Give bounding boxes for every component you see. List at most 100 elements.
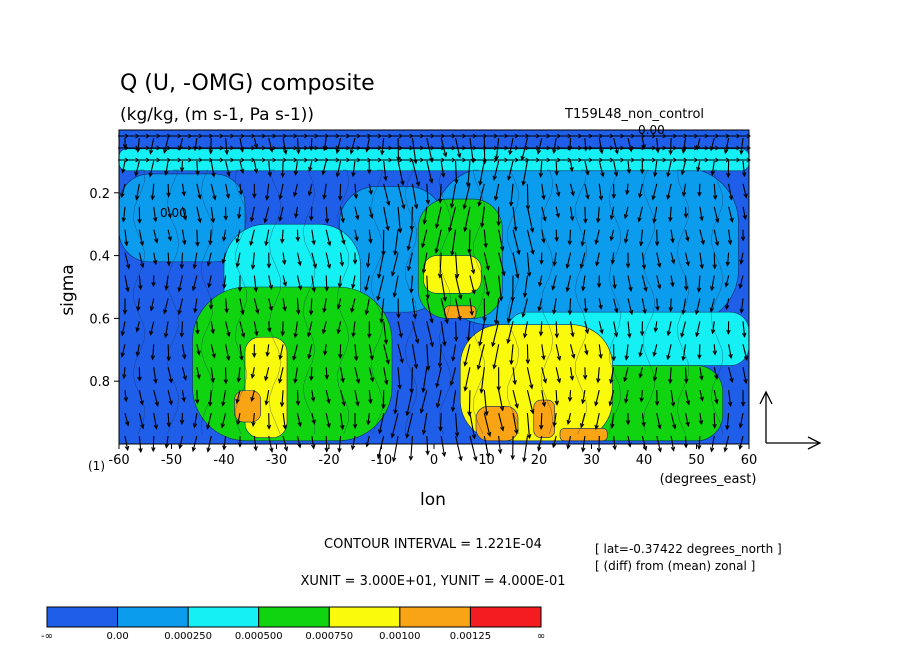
wind-vector [728, 367, 734, 383]
wind-vector [360, 145, 372, 151]
wind-vector [592, 157, 604, 163]
wind-vector [569, 321, 575, 338]
wind-vector [434, 229, 442, 254]
wind-vector [444, 133, 456, 139]
wind-vector [740, 229, 746, 242]
wind-vector [594, 390, 600, 407]
wind-vector [307, 145, 319, 151]
wind-vector [322, 344, 328, 356]
contour-line [574, 169, 588, 435]
wind-vector [267, 321, 272, 333]
wind-vector [295, 390, 301, 406]
wind-vector [440, 275, 447, 303]
wind-vector [351, 160, 356, 178]
note-diff: [ (diff) from (mean) zonal ] [595, 559, 755, 573]
wind-vector [571, 133, 583, 139]
wind-vector [627, 137, 633, 153]
wind-vector [567, 229, 573, 246]
wind-vector [212, 157, 224, 163]
wind-vector [179, 252, 185, 270]
wind-vector [252, 183, 257, 199]
y-axis-bottom-label: (1) [88, 459, 105, 473]
wind-vector [463, 206, 471, 233]
wind-vector [340, 390, 346, 407]
wind-vector [608, 390, 615, 407]
wind-vector [681, 298, 687, 315]
wind-vector [602, 145, 614, 151]
wind-vector [351, 275, 356, 290]
contour-line [200, 169, 214, 435]
wind-vector [683, 435, 689, 449]
wind-vector [554, 390, 560, 406]
wind-vector [328, 133, 340, 139]
wind-vector [741, 160, 747, 178]
wind-vector [521, 160, 528, 187]
wind-vector [208, 229, 213, 246]
wind-vector [206, 252, 212, 267]
wind-vector [390, 252, 399, 277]
wind-vector [170, 157, 182, 163]
wind-vector [526, 367, 534, 390]
x-tick-label: 60 [741, 453, 758, 468]
wind-vector [727, 229, 733, 246]
wind-vector [311, 229, 316, 246]
wind-vector [521, 298, 528, 318]
wind-vector [697, 157, 709, 163]
wind-vector [307, 133, 319, 139]
wind-vector [598, 321, 604, 335]
wind-vector [512, 252, 520, 280]
wind-vector [610, 413, 615, 429]
wind-vector [425, 183, 431, 205]
wind-vector [179, 321, 185, 338]
wind-vector [238, 183, 244, 196]
x-tick-label: -60 [108, 453, 129, 468]
wind-vector [652, 367, 658, 382]
wind-vector [656, 252, 662, 269]
wind-vector [687, 133, 699, 139]
wind-vector [712, 183, 718, 201]
wind-vector [718, 157, 730, 163]
wind-vector [411, 183, 419, 210]
wind-vector [280, 229, 285, 244]
wind-vector [552, 412, 557, 428]
wind-vector [512, 390, 519, 409]
wind-vector [311, 275, 316, 293]
wind-vector [724, 275, 730, 288]
wind-vector [670, 252, 676, 265]
wind-vector [668, 298, 673, 313]
wind-vector [405, 390, 413, 417]
wind-vector [498, 390, 505, 412]
wind-vector [318, 133, 330, 139]
wind-vector [223, 133, 235, 139]
wind-vector [624, 344, 629, 361]
wind-vector [351, 321, 356, 338]
wind-vector [239, 344, 244, 361]
wind-vector [699, 206, 704, 222]
wind-vector [296, 435, 302, 449]
wind-vector [538, 275, 543, 288]
wind-vector [742, 206, 747, 221]
wind-vector [135, 344, 141, 357]
wind-vector [340, 229, 346, 246]
wind-vector [453, 321, 459, 342]
wind-vector [712, 413, 717, 429]
wind-vector [525, 344, 531, 365]
wind-vector [118, 145, 129, 151]
wind-vector [655, 145, 667, 151]
wind-vector [467, 229, 472, 255]
wind-vector [723, 137, 730, 155]
wind-vector [149, 321, 155, 336]
wind-vector [336, 321, 342, 335]
wind-vector [177, 298, 184, 316]
wind-vector [738, 275, 744, 290]
wind-vector [151, 435, 156, 453]
contour-interval: CONTOUR INTERVAL = 1.221E-04 [324, 537, 542, 552]
wind-vector [293, 160, 299, 177]
wind-vector [371, 133, 382, 139]
wind-vector [595, 252, 600, 267]
wind-vector [579, 412, 586, 429]
contour-line [608, 169, 622, 435]
wind-vector [166, 344, 171, 362]
wind-vector [560, 145, 572, 151]
wind-vector [640, 160, 645, 175]
